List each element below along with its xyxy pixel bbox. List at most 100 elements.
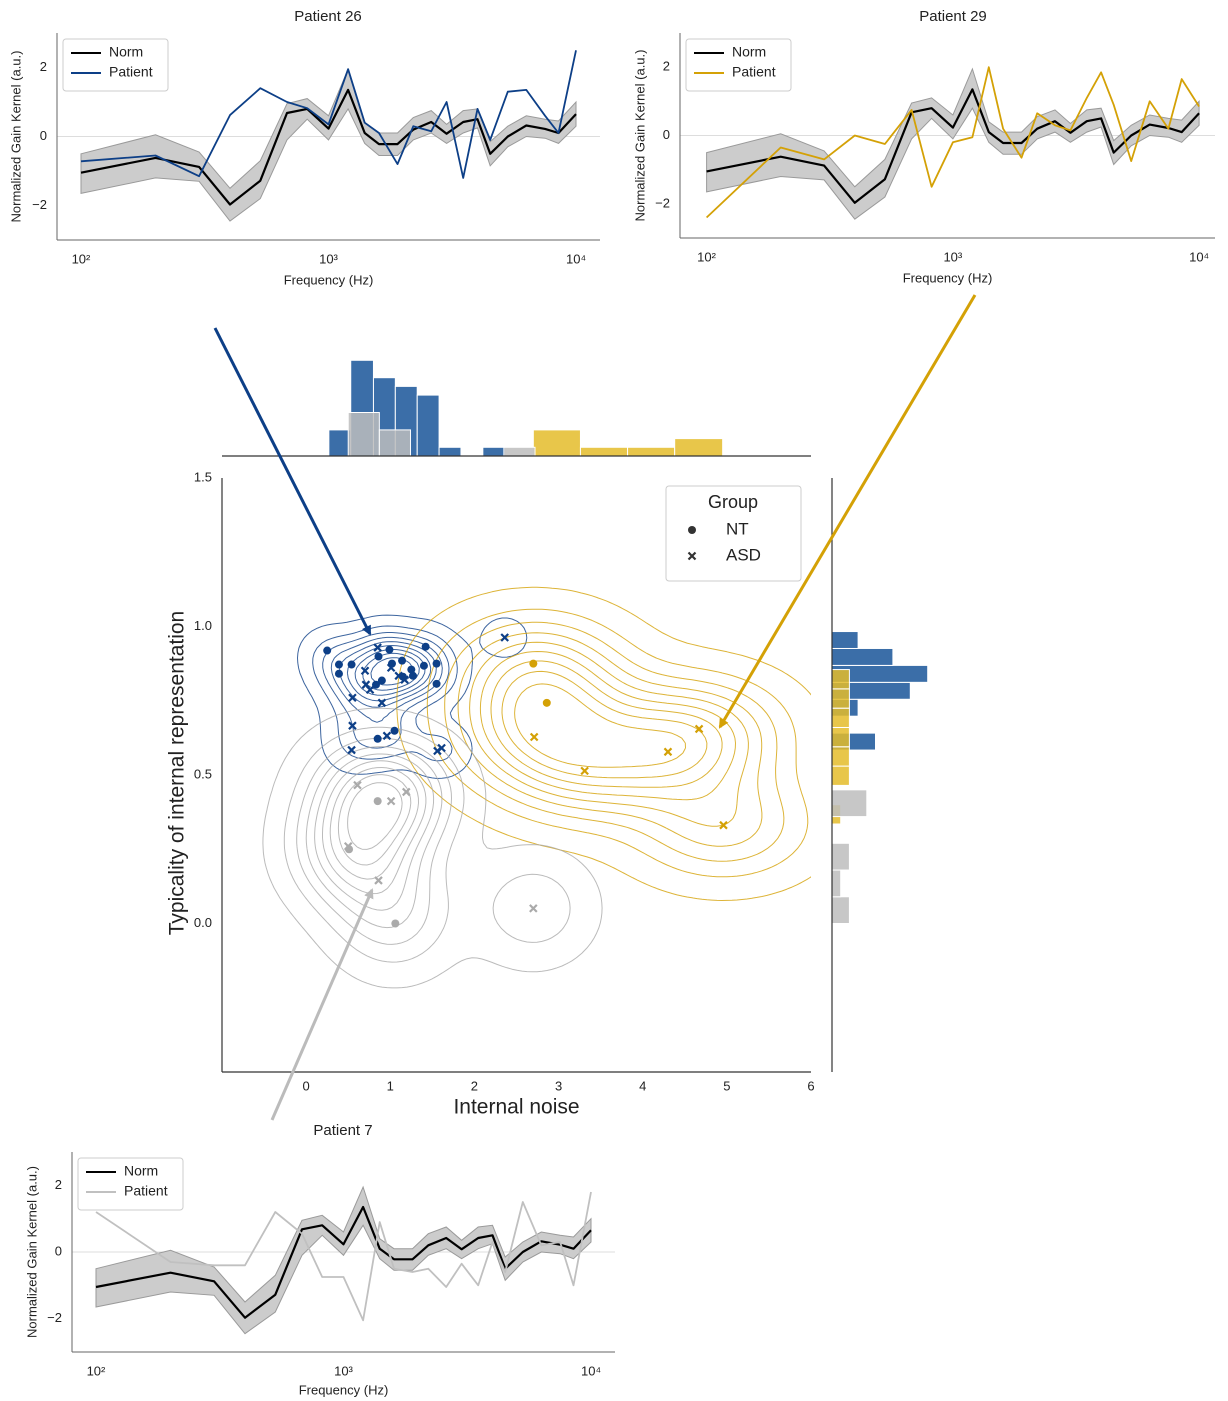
data-point [373,734,382,743]
legend-label: Patient [124,1183,168,1199]
marginal-bar [328,429,352,457]
x-tick-label: 0 [303,1078,310,1093]
density-contour [426,608,809,878]
arrow [213,327,372,636]
data-point [386,796,396,806]
data-point [407,665,416,674]
data-point [419,661,428,670]
marginal-bar [674,438,724,457]
density-contour [501,670,708,779]
data-point [500,633,509,642]
y-tick-label: 0 [40,128,47,143]
x-tick-label: 3 [555,1078,562,1093]
data-point [390,726,399,735]
y-tick-label: 1.0 [194,618,212,633]
x-tick-label: 10² [72,251,91,266]
marginal-bar [831,789,868,818]
density-contour [262,707,603,989]
marginal-bar [438,446,462,457]
marginal-bar [831,631,859,649]
marginal-bar [579,446,629,457]
marginal-bar [831,765,850,786]
marginal-bar [347,412,380,457]
density-contour [396,586,811,901]
x-tick-label: 6 [807,1078,814,1093]
density-contour [322,760,427,895]
y-tick-label: 0.5 [194,766,212,781]
y-tick-label: 2 [55,1177,62,1192]
marginal-bar [482,446,507,457]
density-contour [337,774,412,866]
data-point [398,656,407,665]
density-contour [283,726,571,963]
data-point [374,652,383,661]
data-point [343,842,353,851]
y-tick-label: 2 [40,59,47,74]
x-axis-label: Frequency (Hz) [903,270,993,285]
marginal-bar [831,726,850,748]
density-contour [297,614,528,779]
series-line [95,1205,592,1319]
data-point [323,646,332,655]
data-point [365,685,375,695]
marginal-bar [416,394,440,457]
data-point [529,659,538,668]
marginal-bar [503,446,536,457]
data-point [409,671,418,680]
legend-label: Norm [109,44,143,60]
series-line [80,50,577,179]
data-point [374,876,383,885]
data-point [385,645,394,654]
density-contour [469,641,749,827]
data-point [334,669,343,678]
x-tick-label: 10⁴ [566,251,586,266]
confidence-band [80,67,577,222]
marginal-bar [831,647,894,666]
marginal-bar [831,896,850,925]
legend-label: Norm [732,44,766,60]
legend-marker [687,551,697,561]
series-line [80,88,577,206]
legend-label: ASD [726,545,761,564]
legend-label: Norm [124,1163,158,1179]
data-point [347,745,356,755]
data-point [394,671,403,681]
density-contour [322,632,450,749]
x-tick-label: 1 [387,1078,394,1093]
density-contour [312,625,458,762]
x-tick-label: 10³ [943,249,962,264]
x-tick-label: 10³ [334,1363,353,1378]
legend-label: Patient [732,64,776,80]
data-point [580,766,589,776]
confidence-band [95,1185,592,1335]
legend-box [665,485,802,582]
data-point [401,787,411,797]
y-tick-label: 0.0 [194,915,212,930]
y-axis-label: Normalized Gain Kernel (a.u.) [24,1166,39,1338]
data-point [360,666,370,676]
y-tick-label: 2 [663,59,670,74]
x-tick-label: 10² [697,249,716,264]
data-point [382,731,392,741]
y-axis-label: Normalized Gain Kernel (a.u.) [632,50,647,222]
marginal-bar [831,842,850,871]
data-point [373,643,382,652]
density-contour [329,767,419,880]
data-point [663,747,673,757]
data-point [529,732,539,742]
x-tick-label: 10³ [319,251,338,266]
x-tick-label: 4 [639,1078,646,1093]
x-axis-label: Frequency (Hz) [284,272,374,287]
chart-title: Patient 7 [313,1122,372,1139]
marginal-bar [831,669,850,690]
data-point [348,693,357,703]
legend-label: NT [726,519,749,538]
y-tick-label: 1.5 [194,469,212,484]
x-tick-label: 10² [87,1363,106,1378]
confidence-band [706,67,1200,220]
x-tick-label: 10⁴ [1189,249,1209,264]
density-contour [479,651,736,801]
y-axis-label: Typicality of internal representation [166,611,189,936]
density-contour [444,621,785,862]
